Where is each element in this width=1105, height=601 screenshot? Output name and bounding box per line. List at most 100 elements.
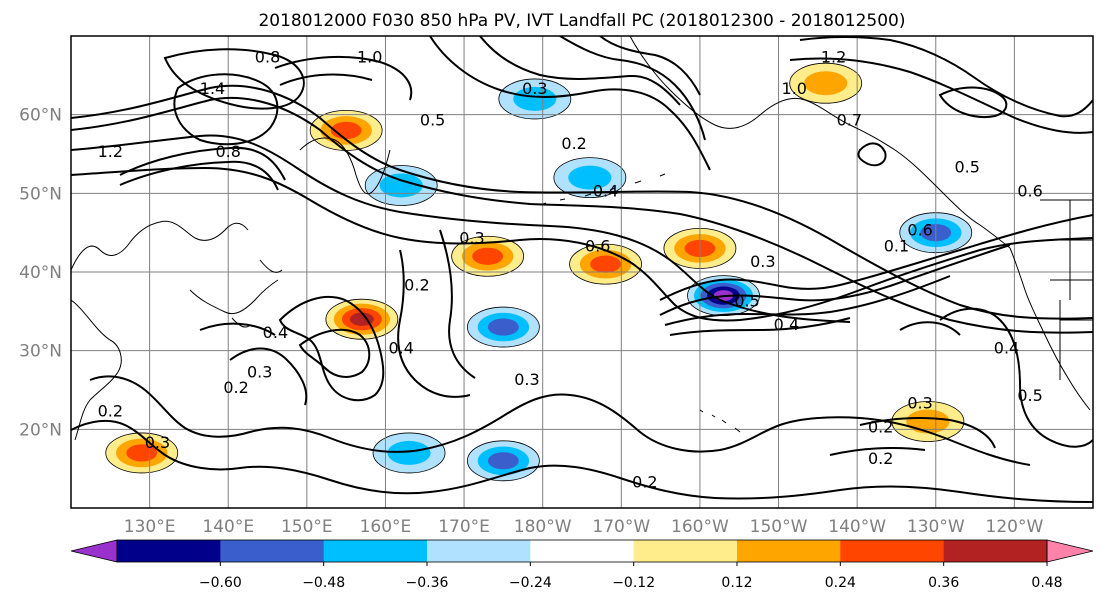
contour-label: 0.2 <box>404 276 429 295</box>
contour-label: 0.2 <box>632 472 657 491</box>
anomaly-level <box>487 318 519 336</box>
anomaly-level <box>906 409 950 434</box>
colorbar-segment <box>117 540 221 562</box>
latitude-ticks: 20°N 30°N 40°N 50°N 60°N <box>19 106 62 441</box>
longitude-ticks: 130°E 140°E 150°E 160°E 170°E 180°W 170°W 160°W… <box>124 517 1044 537</box>
lon-tick-label: 150°W <box>750 517 808 537</box>
colorbar-segment <box>427 540 531 562</box>
anomaly-level <box>590 255 622 273</box>
contour-label: 1.2 <box>98 142 123 161</box>
contour-label: 0.3 <box>522 79 547 98</box>
lon-tick-label: 130°E <box>124 517 176 537</box>
colorbar-segment <box>220 540 325 562</box>
contour-label: 0.8 <box>216 142 241 161</box>
colorbar-segment <box>840 540 945 562</box>
lon-tick-label: 140°E <box>202 517 254 537</box>
colorbar-segment <box>633 540 738 562</box>
contour-label: 1.4 <box>200 79 225 98</box>
contour-label: 0.6 <box>1017 181 1042 200</box>
contour-label: 1.0 <box>782 79 807 98</box>
contour-label: 1.0 <box>357 48 382 67</box>
anomaly-blob <box>105 432 179 474</box>
contour-label: 0.3 <box>514 370 539 389</box>
contour-label: 1.2 <box>821 48 846 67</box>
colorbar-extend-low <box>70 539 118 563</box>
anomaly-level <box>487 452 519 470</box>
contour-label: 0.6 <box>585 236 610 255</box>
coastline-north-america <box>1009 247 1091 411</box>
anomaly-blob <box>569 243 642 285</box>
colorbar-labels: −0.60 −0.48 −0.36 −0.24 −0.12 0.12 0.24 0.36 0.4… <box>199 562 1063 591</box>
contour-label: 0.3 <box>750 252 775 271</box>
colorbar-tick-label: −0.36 <box>406 575 449 591</box>
colorbar-extend-high <box>1046 539 1094 563</box>
contour-label: 0.4 <box>388 339 413 358</box>
lon-tick-label: 170°E <box>438 517 490 537</box>
colorbar-tick-label: −0.60 <box>199 575 242 591</box>
contour-label: 0.4 <box>593 181 618 200</box>
anomaly-level <box>568 165 612 190</box>
contour-label: 0.5 <box>734 291 759 310</box>
contour-label: 0.5 <box>420 111 445 130</box>
contour-label: 0.2 <box>868 417 893 436</box>
colorbar-tick-label: 0.12 <box>721 575 752 591</box>
lon-tick-label: 120°W <box>986 517 1044 537</box>
colorbar-tick-label: 0.24 <box>825 575 856 591</box>
lat-tick-label: 50°N <box>19 184 62 204</box>
anomaly-level <box>379 173 423 198</box>
lon-tick-label: 130°W <box>907 517 965 537</box>
coastline-asia <box>71 220 249 441</box>
anomaly-blob <box>789 62 863 104</box>
lat-tick-label: 40°N <box>19 263 62 283</box>
lon-tick-label: 180°W <box>514 517 572 537</box>
anomaly-blob <box>498 78 572 120</box>
colorbar-tick-label: −0.12 <box>612 575 655 591</box>
contour-label: 0.4 <box>263 323 288 342</box>
pv-contours <box>71 36 1093 503</box>
contour-label: 0.1 <box>884 236 909 255</box>
colorbar-segment <box>323 540 428 562</box>
coastlines <box>71 36 1093 441</box>
contour-label: 0.2 <box>868 449 893 468</box>
anomaly-level <box>387 440 431 465</box>
colorbar-segment <box>737 540 841 562</box>
anomaly-blob <box>466 306 540 348</box>
lat-tick-label: 60°N <box>19 106 62 126</box>
anomaly-blob <box>364 165 438 206</box>
chart-title: 2018012000 F030 850 hPa PV, IVT Landfall… <box>258 11 905 31</box>
lon-tick-label: 160°E <box>360 517 412 537</box>
map-frame <box>70 35 1094 509</box>
coastline-kamchatka <box>299 137 391 195</box>
colorbar-segment <box>530 540 635 562</box>
anomaly-level <box>804 71 848 96</box>
contour-label: 0.2 <box>98 402 123 421</box>
lat-tick-label: 20°N <box>19 420 62 440</box>
contour-label: 0.3 <box>459 229 484 248</box>
anomaly-blob <box>325 298 399 340</box>
anomaly-level <box>513 86 557 111</box>
contour-label: 0.7 <box>837 111 862 130</box>
contour-label: 0.4 <box>774 315 799 334</box>
lon-tick-label: 160°W <box>671 517 729 537</box>
anomaly-blob <box>309 109 383 151</box>
lon-tick-label: 140°W <box>828 517 886 537</box>
contour-label: 0.2 <box>561 134 586 153</box>
colorbar-frame <box>116 539 1048 563</box>
anomaly-blob <box>372 432 446 474</box>
colorbar <box>70 539 1094 563</box>
lat-tick-label: 30°N <box>19 342 62 362</box>
anomaly-blob <box>891 401 965 442</box>
contour-label: 0.2 <box>223 378 248 397</box>
contour-label: 0.3 <box>907 394 932 413</box>
contour-labels: 0.8 1.0 1.4 1.2 0.8 0.5 0.3 0.2 0.4 0.3 0.6 0.2 0.4 0… <box>98 48 1043 492</box>
colorbar-tick-label: −0.24 <box>509 575 552 591</box>
anomaly-blob <box>553 157 627 199</box>
contour-label: 0.8 <box>255 48 280 67</box>
contour-label: 0.5 <box>1017 386 1042 405</box>
lon-tick-label: 150°E <box>281 517 333 537</box>
lon-tick-label: 170°W <box>592 517 650 537</box>
contour-label: 0.5 <box>954 158 979 177</box>
contour-label: 0.6 <box>907 221 932 240</box>
hawaiian-islands <box>699 409 741 433</box>
